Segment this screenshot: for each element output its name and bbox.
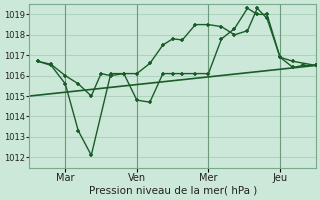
X-axis label: Pression niveau de la mer( hPa ): Pression niveau de la mer( hPa ) [89, 186, 257, 196]
